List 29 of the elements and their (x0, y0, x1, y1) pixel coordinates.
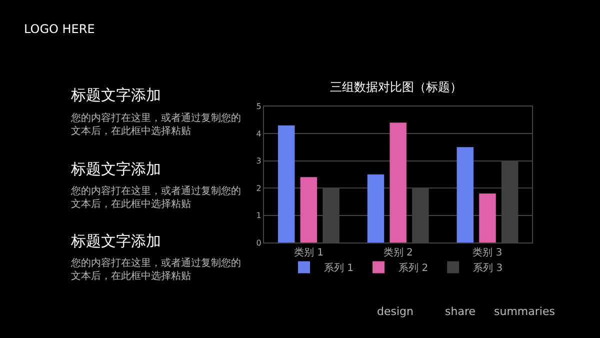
text: 您的内容打在这里，或者通过复制您的文本后，在此框中选择粘贴 (70, 257, 241, 282)
legend-label: 系列 3 (473, 262, 503, 274)
text: share (445, 305, 476, 318)
bar (479, 193, 496, 243)
legend-label: 系列 2 (398, 262, 428, 274)
x-tick-label: 类别 2 (383, 246, 413, 259)
bar (390, 122, 406, 243)
y-tick-label: 2 (256, 184, 262, 193)
bar (278, 125, 295, 243)
x-tick-label: 类别 1 (294, 246, 324, 259)
bar (300, 177, 318, 243)
text: 您的内容打在这里，或者通过复制您的文本后，在此框中选择粘贴 (70, 112, 241, 137)
y-tick-label: 1 (256, 211, 262, 220)
text: LOGO HERE (24, 22, 95, 36)
y-tick-label: 5 (256, 102, 262, 112)
text: 您的内容打在这里，或者通过复制您的文本后，在此框中选择粘贴 (70, 185, 241, 210)
y-tick-label: 0 (256, 238, 262, 248)
y-tick-label: 4 (256, 129, 262, 138)
text: 标题文字添加 (70, 160, 161, 178)
text: design (377, 305, 414, 318)
text: summaries (494, 305, 556, 318)
text: 标题文字添加 (70, 86, 161, 104)
bar (367, 174, 384, 243)
x-tick-label: 类别 3 (472, 246, 502, 259)
bar (456, 147, 474, 243)
y-tick-label: 3 (256, 156, 262, 166)
legend-label: 系列 1 (324, 262, 354, 274)
chart-title: 三组数据对比图（标题） (330, 80, 462, 94)
text: 标题文字添加 (70, 232, 161, 250)
